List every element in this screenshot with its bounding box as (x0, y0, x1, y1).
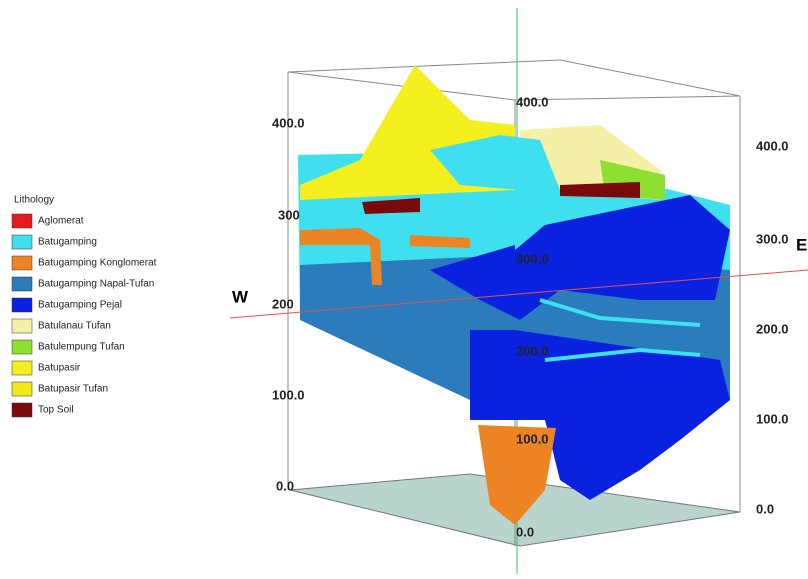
legend-label: Aglomerat (38, 216, 84, 227)
axis-label: 0.0 (756, 501, 774, 516)
legend-label: Top Soil (38, 405, 74, 416)
legend-label: Batugamping Konglomerat (38, 258, 157, 269)
axis-label: 100.0 (756, 411, 789, 426)
legend-swatch (11, 234, 33, 250)
direction-label: E (796, 235, 807, 254)
axis-label: 400.0 (272, 115, 305, 130)
axis-label: 200 (272, 296, 294, 311)
axis-label: 300 (278, 207, 300, 222)
axis-label: 0.0 (516, 524, 534, 539)
legend-swatch (11, 360, 33, 376)
legend-swatch (11, 213, 33, 229)
legend-swatch (11, 339, 33, 355)
lithology-model (298, 65, 730, 525)
axis-label: 100.0 (516, 431, 549, 446)
axis-label: 0.0 (276, 478, 294, 493)
legend-label: Batupasir Tufan (38, 384, 108, 395)
legend-swatch (11, 255, 33, 271)
legend-title: Lithology (14, 195, 54, 206)
legend-swatch (11, 318, 33, 334)
axis-label: 200.0 (516, 343, 549, 358)
legend-swatch (11, 381, 33, 397)
legend-label: Batugamping (38, 237, 97, 248)
axis-label: 400.0 (516, 94, 549, 109)
axis-label: 400.0 (756, 138, 789, 153)
axis-labels: 400.0 300 200 100.0 0.0 400.0 300.0 200.0 100.0 0… (272, 94, 789, 539)
legend-label: Batulempung Tufan (38, 342, 125, 353)
axis-label: 300.0 (756, 231, 789, 246)
legend-label: Batulanau Tufan (38, 321, 111, 332)
axis-label: 200.0 (756, 321, 789, 336)
we-axis (229, 269, 808, 319)
axis-label: 300.0 (516, 251, 549, 266)
direction-label: W (232, 287, 249, 306)
legend-label: Batugamping Pejal (38, 300, 122, 311)
legend: Aglomerat Batugamping Batugamping Konglome… (11, 213, 157, 418)
legend-swatch (11, 402, 33, 418)
axis-label: 100.0 (272, 387, 305, 402)
legend-swatch (11, 276, 33, 292)
legend-label: Batupasir (38, 363, 81, 374)
legend-swatch (11, 297, 33, 313)
legend-label: Batugamping Napal-Tufan (38, 279, 154, 290)
